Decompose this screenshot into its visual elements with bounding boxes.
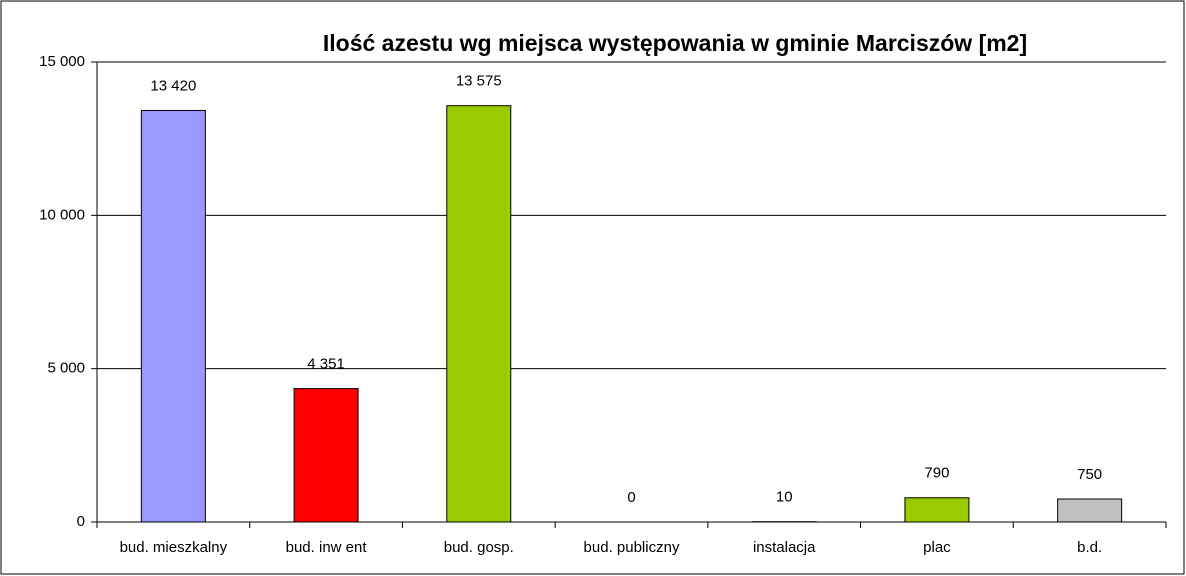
value-label: 790	[924, 465, 949, 482]
bar	[1057, 498, 1123, 523]
y-tick-label: 10 000	[39, 206, 85, 223]
x-tick-label: bud. mieszkalny	[120, 539, 228, 556]
value-label: 0	[627, 489, 635, 506]
x-tick-label: plac	[923, 539, 951, 556]
x-tick-label: b.d.	[1077, 539, 1102, 556]
bar	[904, 497, 970, 523]
bar	[293, 388, 359, 523]
bar	[446, 105, 512, 523]
y-tick-label: 0	[77, 513, 85, 530]
y-tick-label: 5 000	[47, 360, 85, 377]
value-label: 13 575	[456, 73, 502, 90]
x-tick-label: bud. publiczny	[584, 539, 680, 556]
value-label: 750	[1077, 466, 1102, 483]
x-tick-label: bud. inw ent	[286, 539, 368, 556]
bar	[140, 109, 206, 523]
x-tick-label: bud. gosp.	[444, 539, 514, 556]
y-tick-label: 15 000	[39, 53, 85, 70]
chart-title: Ilość azestu wg miejsca występowania w g…	[323, 30, 1027, 56]
value-label: 4 351	[307, 356, 345, 373]
value-label: 13 420	[150, 77, 196, 94]
value-label: 10	[776, 489, 793, 506]
x-tick-label: instalacja	[753, 539, 816, 556]
